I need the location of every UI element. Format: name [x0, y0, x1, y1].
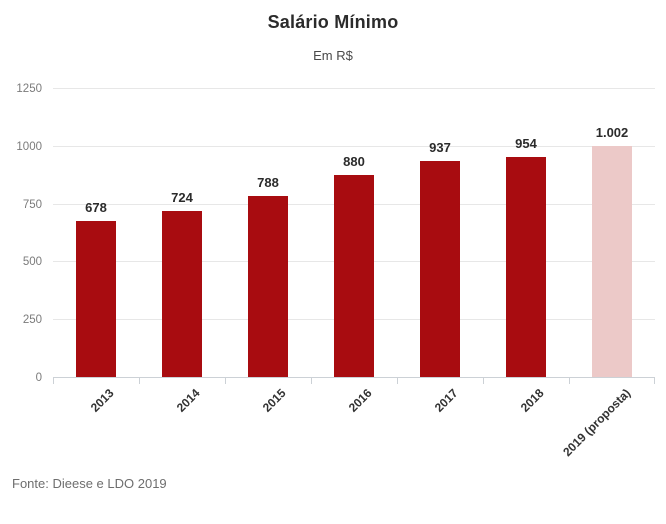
x-axis-line [53, 377, 655, 378]
x-axis-tick [53, 378, 54, 384]
x-label-slot: 2019 (proposta) [560, 378, 655, 468]
x-axis-tick [569, 378, 570, 384]
bar-slot: 1.002 [569, 89, 655, 378]
x-axis-label: 2019 (proposta) [559, 386, 633, 460]
y-axis-tick-label: 1250 [16, 83, 42, 95]
x-axis-label: 2017 [432, 386, 461, 415]
x-axis-label: 2015 [260, 386, 289, 415]
y-axis-tick-label: 250 [22, 314, 42, 327]
bar-slot: 724 [139, 89, 225, 378]
x-axis-tick [224, 378, 226, 384]
bar-value-label: 788 [257, 174, 279, 190]
bar-2014: 724 [162, 190, 202, 378]
x-label-slot: 2013 [53, 378, 139, 468]
x-label-slot: 2015 [225, 378, 311, 468]
bar-slot: 954 [483, 89, 569, 378]
y-axis-tick-label: 0 [35, 372, 42, 384]
bar-2017: 937 [420, 140, 460, 378]
y-axis-tick-label: 1000 [16, 140, 42, 153]
y-axis-tick-label: 750 [22, 198, 42, 211]
bar-value-label: 678 [85, 200, 107, 216]
bar-slot: 678 [53, 89, 139, 378]
x-axis-tick [138, 378, 140, 384]
bar-2016: 880 [334, 154, 374, 378]
x-label-slot: 2014 [139, 378, 225, 468]
x-label-slot: 2018 [483, 378, 569, 468]
bar-value-label: 1.002 [595, 125, 629, 141]
x-axis-label: 2016 [346, 386, 375, 415]
bar-value-label: 880 [343, 153, 365, 169]
x-label-slot: 2016 [311, 378, 397, 468]
bar-2018: 954 [506, 136, 546, 378]
grid-line [53, 145, 655, 147]
x-axis-tick [396, 378, 398, 384]
bar-value-label: 724 [171, 189, 193, 205]
bar-slot: 788 [225, 89, 311, 378]
source-note: Fonte: Dieese e LDO 2019 [12, 476, 167, 491]
chart-title: Salário Mínimo [267, 12, 399, 32]
x-label-slot: 2017 [397, 378, 483, 468]
bar-value-label: 937 [429, 140, 451, 156]
bar-2019-proposta-: 1.002 [592, 125, 632, 378]
x-axis-labels: 2013 2014 2015 2016 2017 2018 2019 (proposta) [53, 378, 655, 468]
x-axis-tick [311, 378, 312, 384]
x-axis-tick [654, 378, 655, 384]
y-axis-tick-label: 500 [22, 256, 42, 269]
bar-value-label: 954 [515, 136, 537, 152]
chart-subtitle: Em R$ [313, 48, 353, 63]
bar-2013: 678 [76, 200, 116, 378]
grid-line [53, 88, 655, 89]
bar-slot: 880 [311, 89, 397, 378]
plot-area: 0 250 500 750 1000 1250 678 724 788 880 937 954 1.00… [16, 83, 655, 384]
x-axis-label: 2018 [518, 386, 547, 415]
x-axis-label: 2014 [174, 386, 203, 415]
x-axis-tick [483, 378, 484, 384]
bar-slot: 937 [397, 89, 483, 378]
x-axis-label: 2013 [88, 386, 117, 415]
bar-2015: 788 [248, 175, 288, 378]
